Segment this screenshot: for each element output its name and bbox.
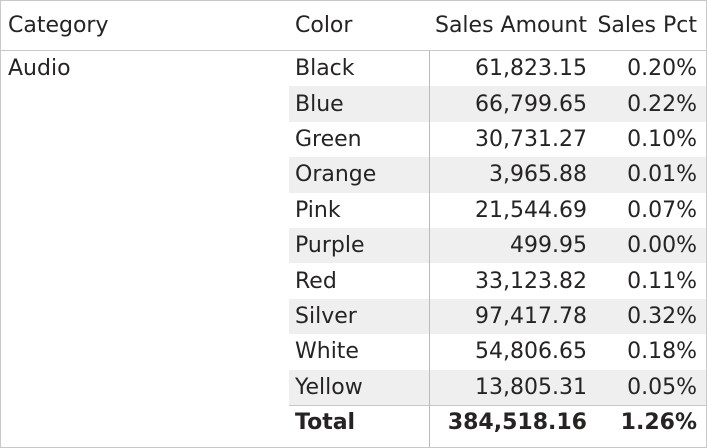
pct-cell: 0.05% [627,374,697,400]
amount-cell: 3,965.88 [489,162,587,188]
total-divider [289,405,706,406]
data-table: Category Color Sales Amount Sales Pct Au… [1,1,706,440]
pct-cell: 0.18% [627,339,697,365]
amount-cell: 61,823.15 [475,56,587,82]
color-cell: Blue [295,91,344,117]
color-cell: White [295,339,359,365]
column-separator [429,51,430,447]
amount-cell: 13,805.31 [475,374,587,400]
amount-cell: 66,799.65 [475,91,587,117]
total-amount: 384,518.16 [447,410,587,436]
row-band [289,298,706,335]
category-cell-empty [1,299,289,334]
category-cell-empty [1,263,289,298]
amount-cell: 499.95 [510,233,587,259]
color-cell: Orange [295,162,377,188]
pct-cell: 0.20% [627,56,697,82]
amount-cell: 97,417.78 [475,303,587,329]
category-cell: Audio [8,56,71,82]
color-cell: Black [295,56,355,82]
row-band [289,157,706,193]
pct-cell: 0.00% [627,233,697,259]
category-cell-empty [1,122,289,157]
header-color[interactable]: Color [289,1,429,51]
pct-cell: 0.01% [627,162,697,188]
row-band [289,228,706,264]
category-cell-empty [1,86,289,121]
header-sales-pct[interactable]: Sales Pct [595,1,706,51]
pct-cell: 0.32% [627,303,697,329]
color-cell: Pink [295,197,341,223]
total-category-empty [1,405,289,440]
amount-cell: 21,544.69 [475,197,587,223]
color-cell: Red [295,268,337,294]
amount-cell: 30,731.27 [475,126,587,152]
category-cell-empty [1,228,289,263]
category-cell-empty [1,334,289,369]
total-pct: 1.26% [620,410,697,436]
amount-cell: 54,806.65 [475,339,587,365]
header-sales-amount[interactable]: Sales Amount [429,1,595,51]
pct-cell: 0.11% [627,268,697,294]
pct-cell: 0.22% [627,91,697,117]
color-cell: Green [295,126,362,152]
color-cell: Yellow [295,374,363,400]
category-cell-empty [1,193,289,228]
total-label: Total [295,410,356,436]
header-category[interactable]: Category [1,1,289,51]
category-cell-empty [1,370,289,405]
pct-cell: 0.10% [627,126,697,152]
color-cell: Purple [295,233,365,259]
amount-cell: 33,123.82 [475,268,587,294]
pct-cell: 0.07% [627,197,697,223]
color-cell: Silver [295,303,357,329]
category-cell-empty [1,157,289,192]
row-band [289,369,706,405]
row-band [289,86,706,122]
